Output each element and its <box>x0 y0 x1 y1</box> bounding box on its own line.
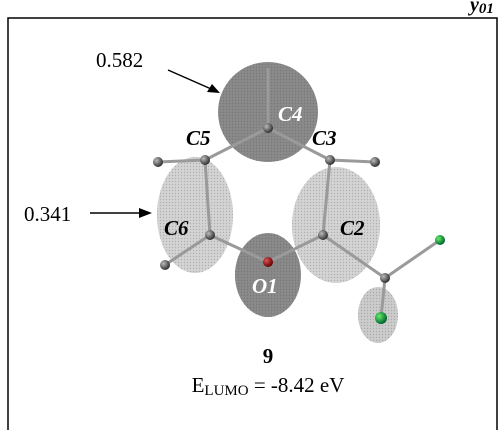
arrow-head <box>139 208 152 218</box>
atom-label: C5 <box>186 126 211 150</box>
figure: y01 C4 C5 <box>0 0 499 430</box>
atom-label: C2 <box>340 216 365 240</box>
text: y <box>468 0 479 16</box>
text: = -8.42 eV <box>249 373 345 397</box>
energy-label: ELUMO = -8.42 eV <box>192 373 345 400</box>
atom-label: O1 <box>252 274 278 298</box>
corner-label: y01 <box>468 0 494 17</box>
text: E <box>192 373 205 397</box>
text: LUMO <box>204 383 248 399</box>
compound-number: 9 <box>263 344 274 368</box>
text: 01 <box>479 1 494 17</box>
atom-label: C6 <box>164 216 189 240</box>
annotation: 0.341 <box>24 202 71 226</box>
annotation: 0.582 <box>96 48 143 72</box>
atom-label: C3 <box>312 126 337 150</box>
atom-label: C4 <box>278 102 303 126</box>
